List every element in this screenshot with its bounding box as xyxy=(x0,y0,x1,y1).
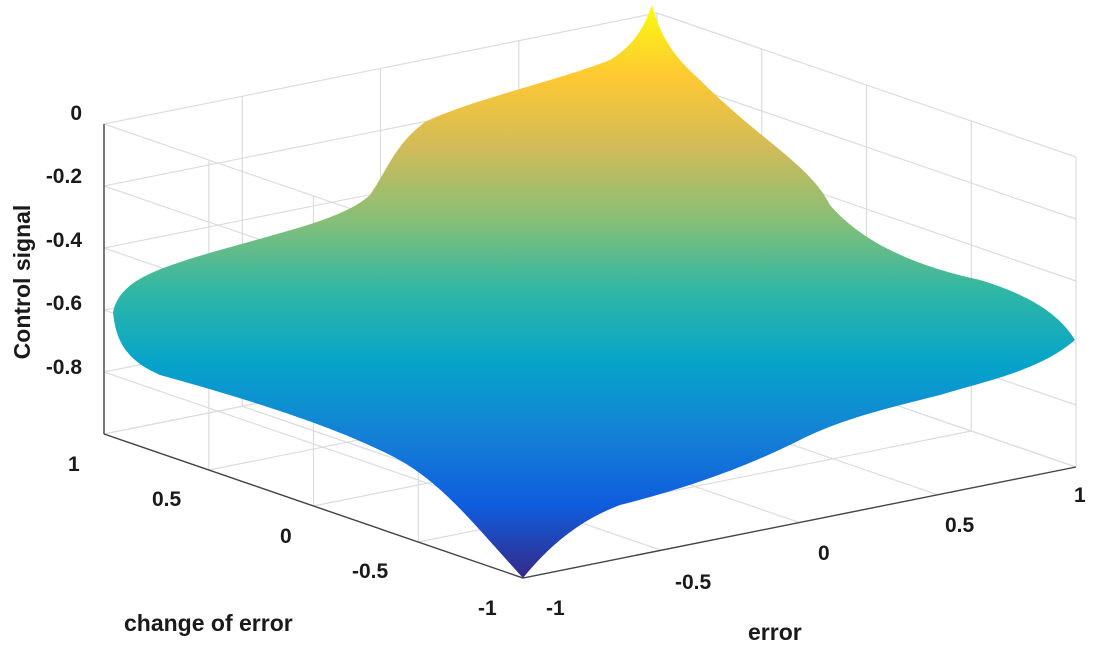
y-axis-ticks: 1 0.5 0 -0.5 -1 xyxy=(68,453,497,620)
control-surface xyxy=(113,5,1075,578)
x-tick-label: 0.5 xyxy=(945,514,975,537)
z-axis-label: Control signal xyxy=(9,205,35,360)
surface xyxy=(113,5,1075,578)
y-tick-label: -0.5 xyxy=(352,560,389,583)
x-tick-label: -1 xyxy=(546,597,565,620)
z-axis-ticks: 0 -0.2 -0.4 -0.6 -0.8 xyxy=(46,102,83,379)
y-axis-label: change of error xyxy=(124,610,293,636)
x-tick-label: 1 xyxy=(1074,484,1086,507)
y-tick-label: 0.5 xyxy=(152,488,182,511)
x-axis-label: error xyxy=(748,619,802,645)
z-tick-label: -0.6 xyxy=(46,292,82,315)
x-axis-ticks: -1 -0.5 0 0.5 1 xyxy=(546,484,1086,620)
z-tick-label: -0.4 xyxy=(46,229,83,252)
x-tick-label: -0.5 xyxy=(675,571,712,594)
x-tick-label: 0 xyxy=(818,542,830,565)
y-tick-label: -1 xyxy=(478,597,497,620)
z-tick-label: -0.8 xyxy=(46,356,83,379)
y-tick-label: 1 xyxy=(68,453,80,476)
z-tick-label: 0 xyxy=(70,102,82,125)
y-tick-label: 0 xyxy=(280,525,292,548)
z-tick-label: -0.2 xyxy=(46,165,82,188)
